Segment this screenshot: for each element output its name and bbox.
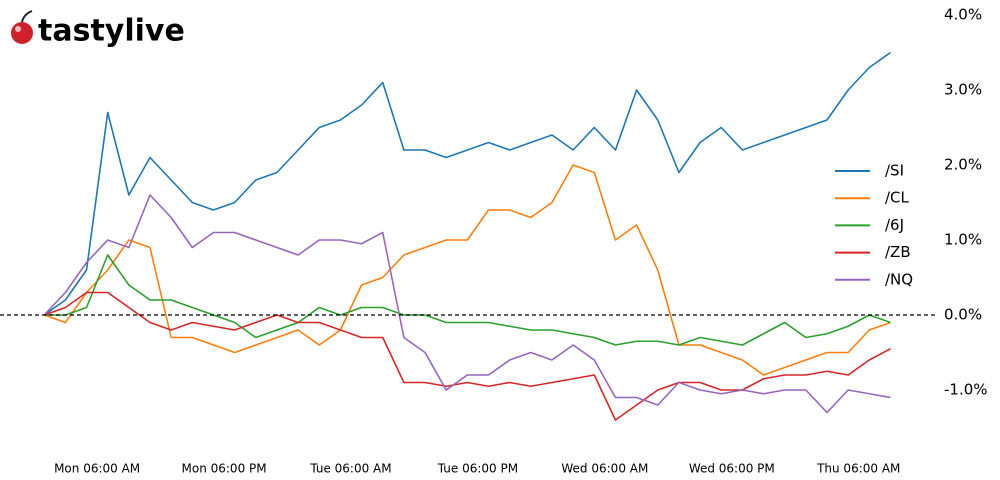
logo-text: tastylive: [38, 14, 185, 49]
y-tick-label: 4.0%: [944, 6, 982, 24]
y-tick-label: 1.0%: [944, 231, 982, 249]
series-line: [43, 51, 891, 316]
series-line: [43, 291, 891, 421]
legend-label: /CL: [885, 189, 910, 207]
series-line: [43, 164, 891, 376]
y-tick-label: 0.0%: [944, 306, 982, 324]
y-tick-label: -1.0%: [944, 381, 988, 399]
x-tick-label: Thu 06:00 AM: [816, 462, 900, 476]
x-tick-label: Mon 06:00 PM: [182, 462, 267, 476]
y-tick-label: 3.0%: [944, 81, 982, 99]
legend-label: /NQ: [885, 270, 913, 288]
logo: tastylive: [11, 10, 185, 49]
x-tick-label: Tue 06:00 PM: [437, 462, 518, 476]
logo-cherry: [11, 22, 33, 44]
legend-label: /6J: [885, 216, 904, 234]
legend-label: /ZB: [885, 243, 911, 261]
series-line: [44, 254, 891, 346]
logo-stem: [21, 10, 33, 23]
y-tick-label: 2.0%: [944, 156, 982, 174]
logo-highlight: [15, 26, 21, 32]
x-tick-label: Mon 06:00 AM: [54, 462, 140, 476]
series-line: [43, 194, 891, 414]
x-tick-label: Tue 06:00 AM: [309, 462, 391, 476]
legend-label: /SI: [885, 162, 904, 180]
x-tick-label: Wed 06:00 PM: [689, 462, 775, 476]
x-tick-label: Wed 06:00 AM: [561, 462, 648, 476]
